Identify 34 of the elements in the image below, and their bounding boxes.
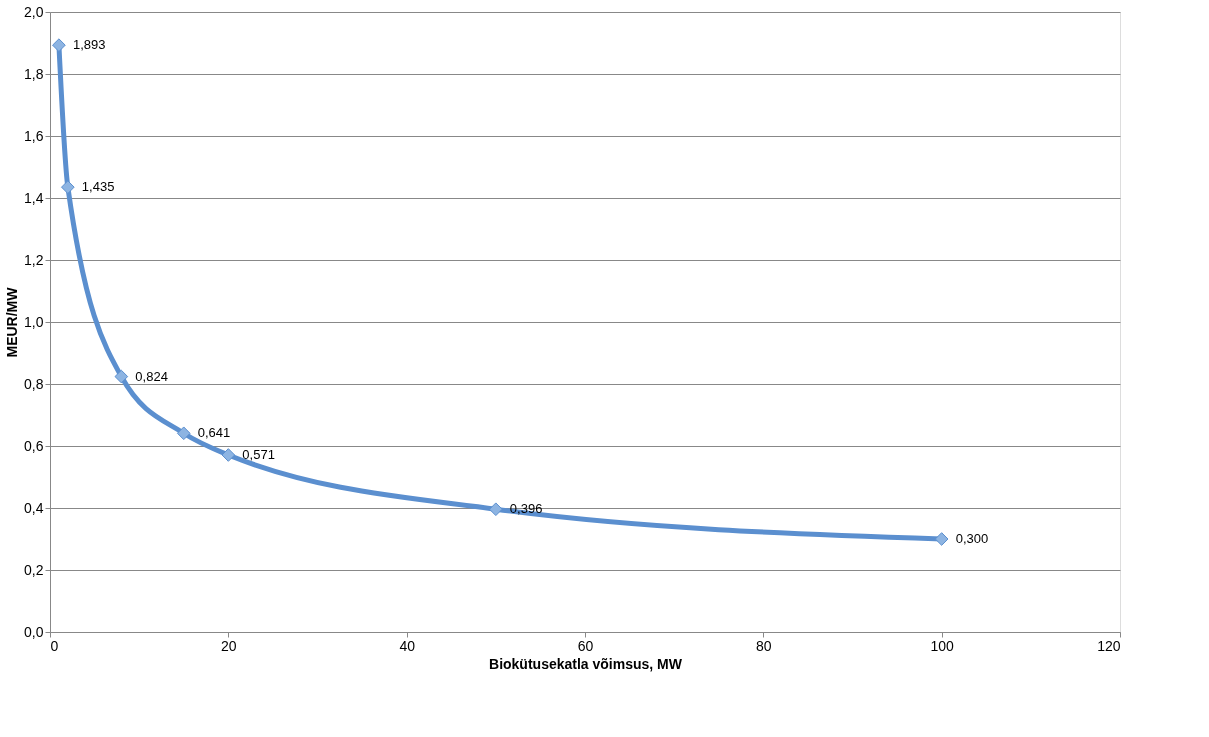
point [176,426,191,441]
point [52,38,66,52]
data-label: 0,824 [135,368,168,384]
y-tick-label: 0,8 [24,375,44,392]
y-tick-label: 1,2 [24,251,44,268]
y-tick-label: 0,6 [24,437,44,454]
data-label: 0,396 [509,501,543,517]
y-tick-label: 0,4 [24,499,44,516]
x-tick-label: 120 [1097,637,1121,654]
y-tick-label: 1,0 [24,313,44,330]
point [934,532,949,546]
x-tick-label: 40 [399,637,416,654]
y-axis-title: MEUR/MW [4,286,21,358]
data-label: 1,893 [72,37,106,53]
y-tick-label: 1,6 [24,127,44,144]
y-tick-label: 2,0 [24,3,44,20]
data-label: 0,641 [197,425,231,441]
x-tick-label: 0 [50,637,59,654]
point [61,180,75,194]
point [114,369,129,384]
y-tick-label: 1,8 [24,65,44,82]
x-tick-label: 100 [930,637,955,654]
x-axis-title: Biokütusekatla võimsus, MW [489,655,683,672]
point [221,448,236,462]
x-tick-label: 80 [756,637,772,654]
data-label: 0,571 [242,446,275,462]
x-tick-label: 60 [577,637,594,654]
y-tick-label: 1,4 [24,189,44,206]
y-tick-label: 0,0 [24,623,44,640]
data-label: 1,435 [81,179,115,195]
y-tick-label: 0,2 [24,561,44,578]
data-label: 0,300 [955,531,989,546]
point [489,502,503,517]
x-tick-label: 20 [221,637,237,654]
